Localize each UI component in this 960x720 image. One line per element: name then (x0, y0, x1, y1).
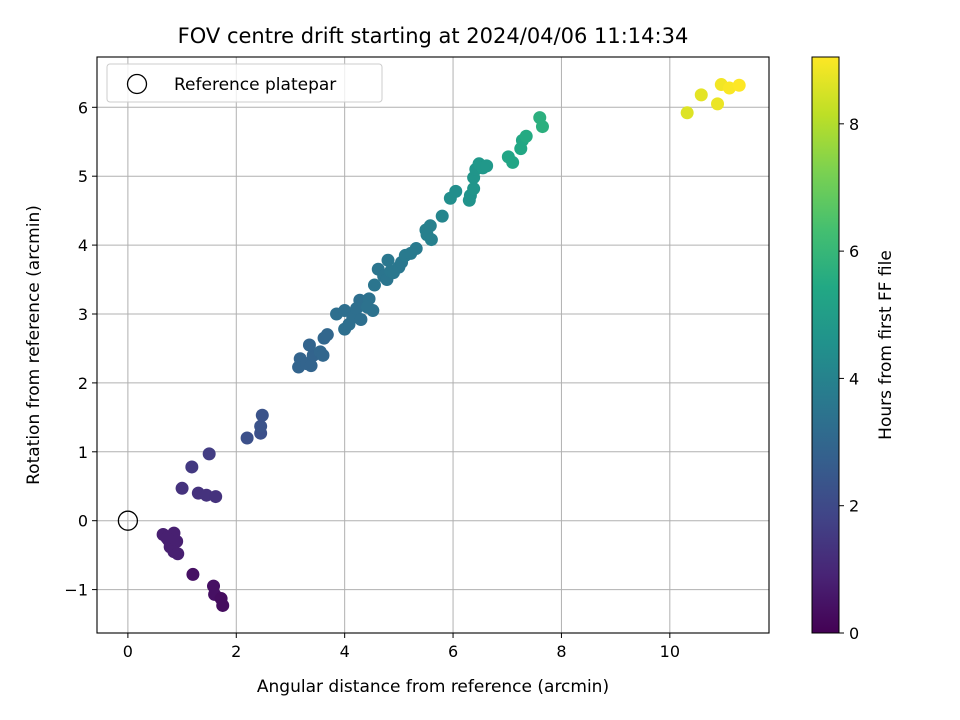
x-tick-label: 0 (123, 642, 133, 661)
x-tick-label: 8 (556, 642, 566, 661)
legend-label-reference: Reference platepar (174, 75, 336, 95)
colorbar-tick-label: 8 (849, 115, 859, 134)
scatter-point (254, 419, 268, 433)
colorbar-tick-label: 0 (849, 624, 859, 643)
x-tick-label: 10 (660, 642, 680, 661)
x-tick-label: 6 (448, 642, 458, 661)
scatter-point (480, 159, 494, 173)
y-tick-label: 0 (78, 512, 88, 531)
scatter-point (424, 233, 438, 247)
colorbar-tick-label: 4 (849, 369, 859, 388)
scatter-point (209, 490, 223, 504)
scatter-point (694, 88, 708, 102)
legend: Reference platepar (106, 63, 383, 103)
x-tick-label: 2 (231, 642, 241, 661)
y-tick-label: 1 (78, 443, 88, 462)
reference-marker (117, 510, 139, 531)
scatter-point (316, 348, 330, 362)
scatter-point (171, 547, 185, 561)
scatter-point (160, 531, 174, 545)
scatter-point (467, 182, 481, 196)
colorbar: 0 2 4 6 8 Hours from first FF file (811, 56, 896, 643)
scatter-point (409, 242, 423, 256)
scatter-point (170, 534, 184, 548)
y-tick-label: 4 (78, 236, 88, 255)
scatter-point (185, 460, 199, 474)
legend-box (106, 63, 383, 103)
scatter-point (360, 300, 374, 314)
scatter-point (680, 106, 694, 120)
scatter-point (449, 184, 463, 198)
scatter-point (202, 447, 216, 461)
scatter-point (302, 338, 316, 352)
scatter-point (732, 78, 746, 92)
scatter-point (255, 408, 269, 422)
scatter-point (423, 219, 437, 233)
scatter-point (354, 313, 368, 327)
y-axis-label: Rotation from reference (arcmin) (24, 205, 44, 485)
scatter-point (240, 431, 254, 445)
scatter-points (156, 78, 746, 612)
colorbar-tick-label: 2 (849, 497, 859, 516)
colorbar-ticks: 0 2 4 6 8 (839, 115, 859, 643)
chart-title: FOV centre drift starting at 2024/04/06 … (178, 24, 689, 48)
scatter-point (435, 209, 449, 223)
scatter-point (506, 155, 520, 169)
reference-point-marker (117, 510, 139, 531)
scatter-point (722, 81, 736, 95)
scatter-point (186, 567, 200, 581)
scatter-point (381, 253, 395, 267)
x-tick-label: 4 (340, 642, 350, 661)
scatter-point (535, 120, 549, 134)
y-tick-label: 5 (78, 167, 88, 186)
y-axis-ticks: −1 0 1 2 3 4 5 6 (64, 98, 97, 600)
scatter-point (304, 359, 318, 373)
scatter-point (216, 598, 230, 612)
y-tick-label: 2 (78, 374, 88, 393)
colorbar-tick-label: 6 (849, 242, 859, 261)
scatter-point (367, 278, 381, 292)
colorbar-gradient (811, 56, 840, 634)
scatter-point (320, 328, 334, 342)
scatter-point (519, 129, 533, 143)
grid-lines (97, 57, 769, 633)
scatter-point (711, 97, 725, 111)
x-axis-label: Angular distance from reference (arcmin) (257, 677, 609, 697)
x-axis-ticks: 0 2 4 6 8 10 (123, 633, 680, 661)
colorbar-label: Hours from first FF file (876, 250, 896, 440)
y-tick-label: 6 (78, 98, 88, 117)
scatter-point (175, 481, 189, 495)
legend-marker-icon (126, 73, 148, 95)
plot-area-frame (96, 56, 770, 634)
y-tick-label: −1 (64, 581, 88, 600)
y-tick-label: 3 (78, 305, 88, 324)
